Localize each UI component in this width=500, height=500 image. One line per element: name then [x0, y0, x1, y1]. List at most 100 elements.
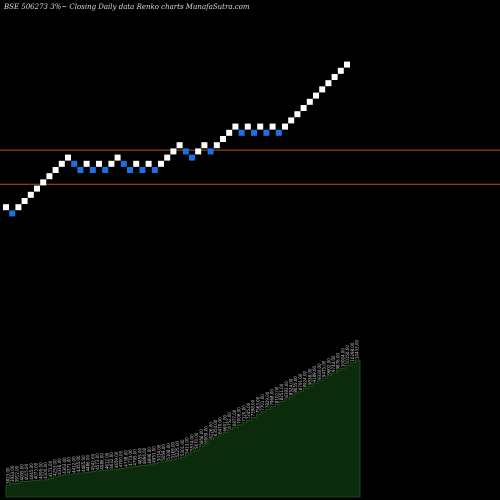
- brick-up: [108, 160, 115, 167]
- volume-label: 9876.00: [336, 353, 341, 370]
- volume-label: 5670.00: [194, 432, 199, 449]
- volume-label: 4363.00: [62, 457, 67, 474]
- brick-down: [238, 129, 245, 136]
- volume-label: 4573.00: [95, 453, 100, 470]
- brick-up: [337, 67, 344, 74]
- volume-labels: 3823.00 3924.00 3912.00 4005.00 4015.00 4045.…: [5, 339, 359, 484]
- volume-label: 4412.00: [71, 456, 76, 473]
- brick-up: [21, 198, 28, 204]
- volume-label: 4371.00: [67, 457, 72, 474]
- brick-up: [232, 123, 239, 130]
- volume-label: 4073.00: [34, 462, 39, 479]
- volume-label: 4465.00: [81, 455, 86, 472]
- brick-up: [282, 123, 288, 130]
- brick-down: [120, 160, 127, 167]
- brick-up: [201, 142, 208, 149]
- volume-label: 9058.00: [307, 368, 312, 385]
- volume-label: 8102.00: [274, 386, 279, 403]
- volume-fill: [5, 359, 361, 498]
- volume-label: 7398.00: [251, 399, 256, 416]
- volume-label: 5108.00: [166, 443, 171, 460]
- brick-up: [313, 92, 319, 99]
- brick-up: [15, 204, 22, 211]
- brick-down: [127, 167, 133, 173]
- brick-up: [244, 123, 251, 130]
- brick-up: [52, 167, 59, 173]
- volume-label: 8655.00: [293, 376, 298, 393]
- volume-label: 8924.00: [303, 371, 308, 388]
- volume-label: 4171.00: [48, 460, 53, 477]
- brick-down: [151, 167, 158, 173]
- volume-label: 4632.00: [109, 452, 114, 469]
- brick-down: [251, 129, 257, 136]
- volume-label: 7120.00: [241, 405, 246, 422]
- brick-up: [331, 74, 338, 80]
- brick-down: [71, 160, 78, 167]
- volume-label: 7968.00: [270, 389, 275, 406]
- brick-up: [46, 173, 53, 180]
- volume-label: 4455.00: [76, 455, 81, 472]
- volume-label: 9330.00: [317, 363, 322, 380]
- volume-label: 9744.00: [331, 355, 336, 372]
- volume-label: 6752.00: [227, 412, 232, 429]
- chart-title: BSE 506273 3%~ Closing Daily data Renko …: [4, 3, 250, 11]
- volume-label: 6226.00: [208, 422, 213, 439]
- brick-up: [3, 204, 9, 211]
- volume-label: 7829.00: [265, 391, 270, 408]
- brick-up: [58, 160, 65, 167]
- brick-up: [325, 80, 332, 87]
- brick-up: [319, 86, 326, 93]
- brick-up: [65, 154, 71, 161]
- brick-up: [170, 148, 177, 155]
- volume-label: 4542.00: [90, 453, 95, 470]
- volume-label: 4015.00: [24, 463, 29, 480]
- volume-label: 6354.00: [213, 419, 218, 436]
- volume-label: 6009.00: [204, 426, 209, 443]
- volume-label: 7701.00: [260, 394, 265, 411]
- brick-down: [77, 167, 84, 173]
- volume-label: 4045.00: [29, 463, 34, 480]
- brick-up: [34, 185, 40, 192]
- brick-up: [300, 105, 307, 111]
- brick-up: [133, 160, 140, 167]
- brick-up: [213, 142, 220, 149]
- volume-label: 4253.00: [53, 459, 58, 476]
- brick-up: [40, 179, 47, 186]
- volume-label: 3912.00: [15, 465, 20, 482]
- volume-label: 5413.00: [185, 437, 190, 454]
- volume-label: 10004.00: [340, 348, 345, 368]
- brick-up: [114, 154, 121, 161]
- brick-down: [189, 154, 195, 161]
- volume-label: 9475.00: [322, 360, 327, 377]
- brick-up: [176, 142, 183, 149]
- volume-label: 7006.00: [237, 407, 242, 424]
- brick-up: [164, 154, 171, 161]
- volume-label: 8791.00: [298, 373, 303, 390]
- brick-down: [139, 167, 146, 173]
- brick-down: [263, 129, 270, 136]
- volume-label: 5574.00: [189, 434, 194, 451]
- volume-label: 6470.00: [218, 417, 223, 434]
- brick-down: [275, 129, 282, 136]
- brick-up: [83, 160, 90, 167]
- volume-label: 4005.00: [20, 464, 25, 481]
- brick-up: [344, 61, 350, 68]
- volume-label: 4486.00: [86, 455, 91, 472]
- brick-up: [269, 123, 276, 130]
- volume-label: 5856.00: [199, 429, 204, 446]
- volume-label: 4951.00: [152, 446, 157, 463]
- volume-label: 5301.00: [180, 439, 185, 456]
- volume-label: 4612.00: [104, 452, 109, 469]
- volume-area: [5, 359, 361, 498]
- volume-label: 5034.00: [156, 444, 161, 461]
- volume-label: 4774.00: [128, 449, 133, 466]
- renko-bricks: [3, 61, 350, 217]
- volume-label: 4866.00: [142, 447, 147, 464]
- brick-up: [158, 160, 164, 167]
- brick-down: [102, 167, 109, 173]
- volume-label: 8524.00: [289, 378, 294, 395]
- brick-down: [182, 148, 189, 155]
- volume-label: 5169.00: [171, 442, 176, 459]
- volume-label: 5059.00: [161, 444, 166, 461]
